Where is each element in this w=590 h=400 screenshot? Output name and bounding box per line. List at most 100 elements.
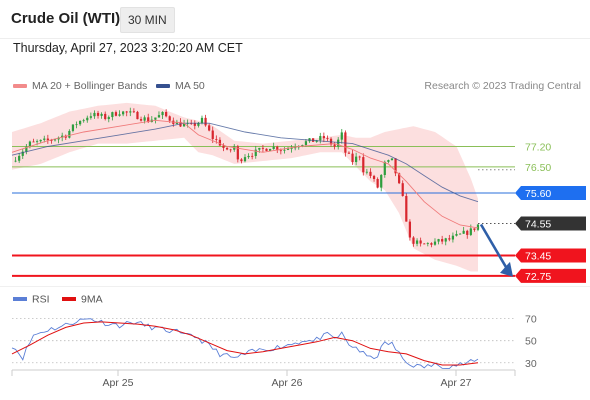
candle-body bbox=[243, 157, 247, 162]
candle-body bbox=[444, 238, 447, 242]
candle-body bbox=[279, 150, 282, 152]
candle-body bbox=[430, 243, 433, 245]
instrument-title: Crude Oil (WTI) bbox=[11, 10, 121, 27]
candle-body bbox=[43, 138, 46, 140]
candle-body bbox=[394, 158, 397, 174]
candle-body bbox=[218, 139, 222, 146]
candle-body bbox=[437, 239, 440, 242]
candle-body bbox=[86, 117, 89, 121]
level-label-73.45: 73.45 bbox=[525, 250, 551, 262]
candle-body bbox=[272, 146, 275, 150]
candle-body bbox=[57, 137, 60, 140]
candle-body bbox=[132, 111, 135, 113]
candle-body bbox=[372, 175, 376, 179]
candle-body bbox=[358, 156, 361, 158]
candle-body bbox=[268, 149, 272, 151]
candle-body bbox=[89, 116, 92, 118]
candle-body bbox=[161, 111, 164, 116]
candle-body bbox=[476, 224, 480, 230]
candle-body bbox=[165, 111, 168, 117]
candle-body bbox=[433, 241, 437, 245]
candle-body bbox=[39, 139, 42, 142]
rsi-tick-label: 30 bbox=[525, 358, 537, 370]
candle-body bbox=[125, 111, 128, 113]
candle-body bbox=[412, 237, 415, 244]
forecast-arrow-shaft bbox=[479, 223, 509, 270]
candle-body bbox=[100, 113, 103, 116]
ma50-line bbox=[11, 122, 479, 203]
candle-body bbox=[68, 130, 71, 138]
time-axis: Apr 25 Apr 26 Apr 27 bbox=[11, 369, 516, 389]
candle-body bbox=[322, 136, 325, 139]
rsi-tick-label: 50 bbox=[525, 336, 537, 348]
level-label-73.45-box bbox=[515, 248, 586, 263]
candle-body bbox=[208, 125, 211, 131]
candle-body bbox=[469, 228, 472, 235]
candle-body bbox=[25, 146, 28, 152]
level-labels-layer: 77.20 76.50 75.60 74.55 73.45 72.75 bbox=[515, 142, 586, 283]
candle-body bbox=[286, 148, 290, 150]
candle-body bbox=[265, 148, 268, 151]
candle-body bbox=[455, 233, 458, 236]
candle-body bbox=[93, 112, 96, 117]
candle-body bbox=[129, 111, 132, 113]
candle-body bbox=[319, 136, 322, 141]
candle-body bbox=[276, 146, 279, 151]
candle-body bbox=[122, 111, 125, 115]
candle-body bbox=[204, 117, 207, 126]
rsi-line bbox=[11, 318, 479, 370]
candle-body bbox=[390, 158, 394, 161]
candle-body bbox=[401, 183, 404, 196]
level-label-76.50: 76.50 bbox=[525, 162, 551, 174]
level-label-75.60-box bbox=[515, 186, 586, 200]
moving-averages-layer bbox=[11, 119, 479, 229]
candle-body bbox=[344, 132, 347, 153]
candle-body bbox=[351, 153, 354, 163]
candle-body bbox=[423, 243, 426, 245]
ma50-swatch bbox=[156, 84, 170, 88]
level-label-74.55-box bbox=[515, 216, 586, 231]
levels-layer bbox=[12, 146, 515, 277]
candle-body bbox=[50, 140, 53, 141]
candle-body bbox=[240, 159, 243, 162]
candle-body bbox=[46, 138, 49, 141]
rsi-tick-label: 70 bbox=[525, 314, 537, 326]
candle-body bbox=[261, 147, 265, 149]
candle-body bbox=[75, 124, 78, 126]
candle-body bbox=[466, 230, 469, 235]
legend-ma50: MA 50 bbox=[156, 80, 205, 92]
candle-body bbox=[365, 171, 368, 173]
candle-body bbox=[143, 117, 146, 121]
candle-body bbox=[247, 155, 250, 158]
timestamp: Thursday, April 27, 2023 3:20:20 AM CET bbox=[13, 41, 243, 55]
candle-body bbox=[251, 155, 254, 157]
ma50-legend-label: MA 50 bbox=[175, 80, 205, 92]
candle-body bbox=[118, 114, 121, 116]
candle-body bbox=[258, 147, 261, 150]
candle-body bbox=[18, 155, 21, 161]
forecast-arrow-head bbox=[500, 261, 513, 277]
bollinger-bands-layer bbox=[12, 102, 478, 272]
candle-body bbox=[451, 235, 455, 240]
candle-body bbox=[82, 120, 85, 122]
candle-body bbox=[136, 111, 139, 120]
candle-body bbox=[355, 156, 358, 163]
candle-body bbox=[462, 230, 465, 234]
candle-body bbox=[154, 117, 157, 120]
rsi-pane: 30 50 70 bbox=[11, 314, 537, 370]
candle-body bbox=[222, 145, 225, 148]
candle-body bbox=[157, 115, 161, 118]
candle-body bbox=[304, 141, 308, 145]
interval-badge[interactable]: 30 MIN bbox=[120, 7, 175, 33]
level-label-72.75-box bbox=[515, 268, 586, 283]
candle-body bbox=[340, 132, 343, 140]
candle-body bbox=[147, 117, 150, 123]
x-tick-label: Apr 25 bbox=[103, 377, 134, 389]
candle-body bbox=[294, 147, 297, 149]
research-credit: Research © 2023 Trading Central bbox=[424, 80, 581, 92]
x-tick-label: Apr 27 bbox=[441, 377, 472, 389]
rsi-legend-label: RSI bbox=[32, 294, 50, 306]
candle-body bbox=[182, 123, 186, 127]
candle-body bbox=[362, 157, 365, 173]
